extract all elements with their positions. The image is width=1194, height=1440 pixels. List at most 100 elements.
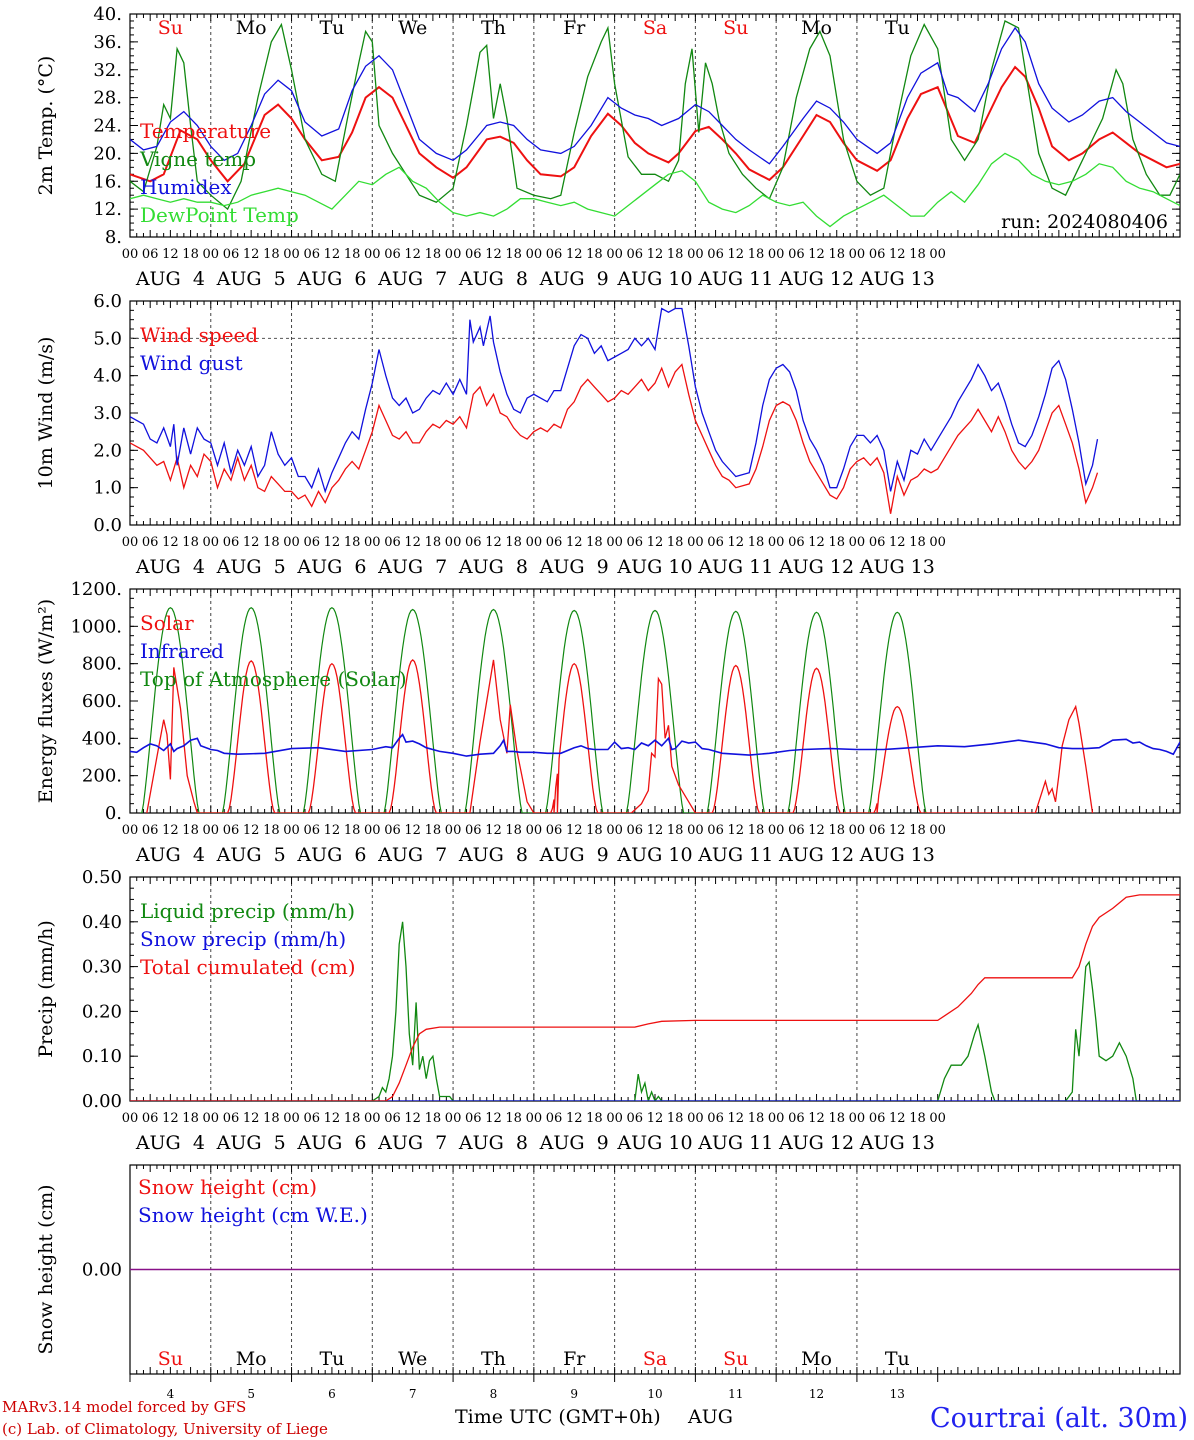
hour-label: 12 xyxy=(162,247,179,262)
date-label: AUG 8 xyxy=(458,556,528,578)
date-label: AUG 8 xyxy=(458,1132,528,1154)
hour-label: 00 xyxy=(202,823,219,838)
hour-label: 12 xyxy=(727,247,744,262)
date-label: AUG 12 xyxy=(778,844,854,866)
hour-label: 18 xyxy=(828,1111,845,1126)
hour-label: 06 xyxy=(223,1111,240,1126)
series-group xyxy=(130,606,1180,813)
hour-label: 12 xyxy=(404,535,421,550)
hour-label: 06 xyxy=(303,1111,320,1126)
hour-label: 00 xyxy=(849,1111,866,1126)
legend-entry: Solar xyxy=(140,611,194,635)
hour-label: 12 xyxy=(727,823,744,838)
y-tick-label: 0. xyxy=(105,803,122,824)
hour-label: 06 xyxy=(788,823,805,838)
series-line-vigne-temp xyxy=(130,20,1180,211)
hour-label: 00 xyxy=(445,823,462,838)
hour-label: 18 xyxy=(586,535,603,550)
date-label: AUG 6 xyxy=(296,268,366,290)
hour-label: 18 xyxy=(748,823,765,838)
hour-label: 12 xyxy=(485,823,502,838)
hour-label: 00 xyxy=(283,247,300,262)
hour-label: 12 xyxy=(808,823,825,838)
day-number-label: 5 xyxy=(247,1387,255,1401)
hour-label: 06 xyxy=(869,535,886,550)
date-label: AUG 5 xyxy=(216,268,286,290)
date-label: AUG 4 xyxy=(135,556,205,578)
y-tick-label: 800. xyxy=(82,654,122,675)
hour-label: 06 xyxy=(303,823,320,838)
day-of-week-label: Sa xyxy=(643,1348,667,1370)
legend-entry: Liquid precip (mm/h) xyxy=(140,899,355,923)
hour-label: 06 xyxy=(223,247,240,262)
day-of-week-label: Tu xyxy=(885,17,910,39)
date-label: AUG 5 xyxy=(216,556,286,578)
hour-label: 00 xyxy=(526,1111,543,1126)
hour-label: 18 xyxy=(828,247,845,262)
date-label: AUG 7 xyxy=(377,268,447,290)
series-line-infrared xyxy=(130,733,1180,757)
day-of-week-label: Mo xyxy=(801,1348,832,1370)
day-of-week-label: Su xyxy=(158,17,183,39)
hour-label: 18 xyxy=(586,247,603,262)
day-number-label: 4 xyxy=(167,1387,175,1401)
y-tick-label: 3.0 xyxy=(93,403,122,424)
hour-label: 12 xyxy=(243,247,260,262)
hour-label: 06 xyxy=(465,823,482,838)
date-label: AUG 12 xyxy=(778,1132,854,1154)
hour-label: 06 xyxy=(869,247,886,262)
hour-label: 06 xyxy=(303,535,320,550)
station-label: Courtrai (alt. 30m) xyxy=(930,1403,1188,1434)
series-line-temperature xyxy=(130,65,1180,183)
date-label: AUG 6 xyxy=(296,556,366,578)
date-label: AUG 9 xyxy=(539,1132,609,1154)
day-of-week-label: Mo xyxy=(236,17,267,39)
hour-label: 06 xyxy=(627,1111,644,1126)
legend-entry: Wind gust xyxy=(140,351,243,375)
hour-label: 12 xyxy=(566,823,583,838)
y-tick-label: 0.00 xyxy=(82,1091,122,1112)
hour-label: 00 xyxy=(445,535,462,550)
hour-label: 00 xyxy=(687,535,704,550)
hour-label: 18 xyxy=(263,823,280,838)
legend-entry: Total cumulated (cm) xyxy=(140,955,356,979)
hour-label: 00 xyxy=(687,247,704,262)
hour-label: 18 xyxy=(748,247,765,262)
y-axis-label: 2m Temp. (°C) xyxy=(35,56,57,196)
series-line-humidex xyxy=(130,26,1180,165)
hour-label: 18 xyxy=(909,1111,926,1126)
day-of-week-label: Th xyxy=(481,1348,506,1370)
hour-label: 00 xyxy=(202,247,219,262)
x-axis-label: Time UTC (GMT+0h) xyxy=(455,1406,661,1428)
plot-frame xyxy=(129,588,1181,814)
date-label: AUG 7 xyxy=(377,1132,447,1154)
legend-entry: Infrared xyxy=(140,639,224,663)
legend-entry: Snow precip (mm/h) xyxy=(140,927,346,951)
hour-label: 12 xyxy=(808,247,825,262)
y-axis-label: Precip (mm/h) xyxy=(35,920,57,1058)
y-tick-label: 4.0 xyxy=(93,366,122,387)
hour-label: 12 xyxy=(485,535,502,550)
hour-label: 00 xyxy=(606,247,623,262)
hour-label: 06 xyxy=(869,823,886,838)
day-number-label: 8 xyxy=(490,1387,498,1401)
date-label: AUG 4 xyxy=(135,844,205,866)
date-label: AUG 10 xyxy=(616,1132,692,1154)
hour-label: 00 xyxy=(929,823,946,838)
hour-label: 06 xyxy=(384,823,401,838)
hour-label: 12 xyxy=(647,823,664,838)
hour-label: 18 xyxy=(344,1111,361,1126)
hour-label: 00 xyxy=(606,535,623,550)
panel-3: 0. 200. 400. 600. 800. 1000. 1200. Energy fluxe… xyxy=(35,579,1181,866)
hour-label: 18 xyxy=(586,1111,603,1126)
y-tick-label: 5.0 xyxy=(93,328,122,349)
y-tick-label: 0.40 xyxy=(82,912,122,933)
day-of-week-label: Su xyxy=(723,17,748,39)
hour-label: 06 xyxy=(465,1111,482,1126)
date-label: AUG 10 xyxy=(616,268,692,290)
legend-entry: Temperature xyxy=(140,119,271,143)
hour-label: 06 xyxy=(627,823,644,838)
hour-label: 06 xyxy=(788,535,805,550)
hour-label: 12 xyxy=(808,1111,825,1126)
date-label: AUG 13 xyxy=(859,556,935,578)
